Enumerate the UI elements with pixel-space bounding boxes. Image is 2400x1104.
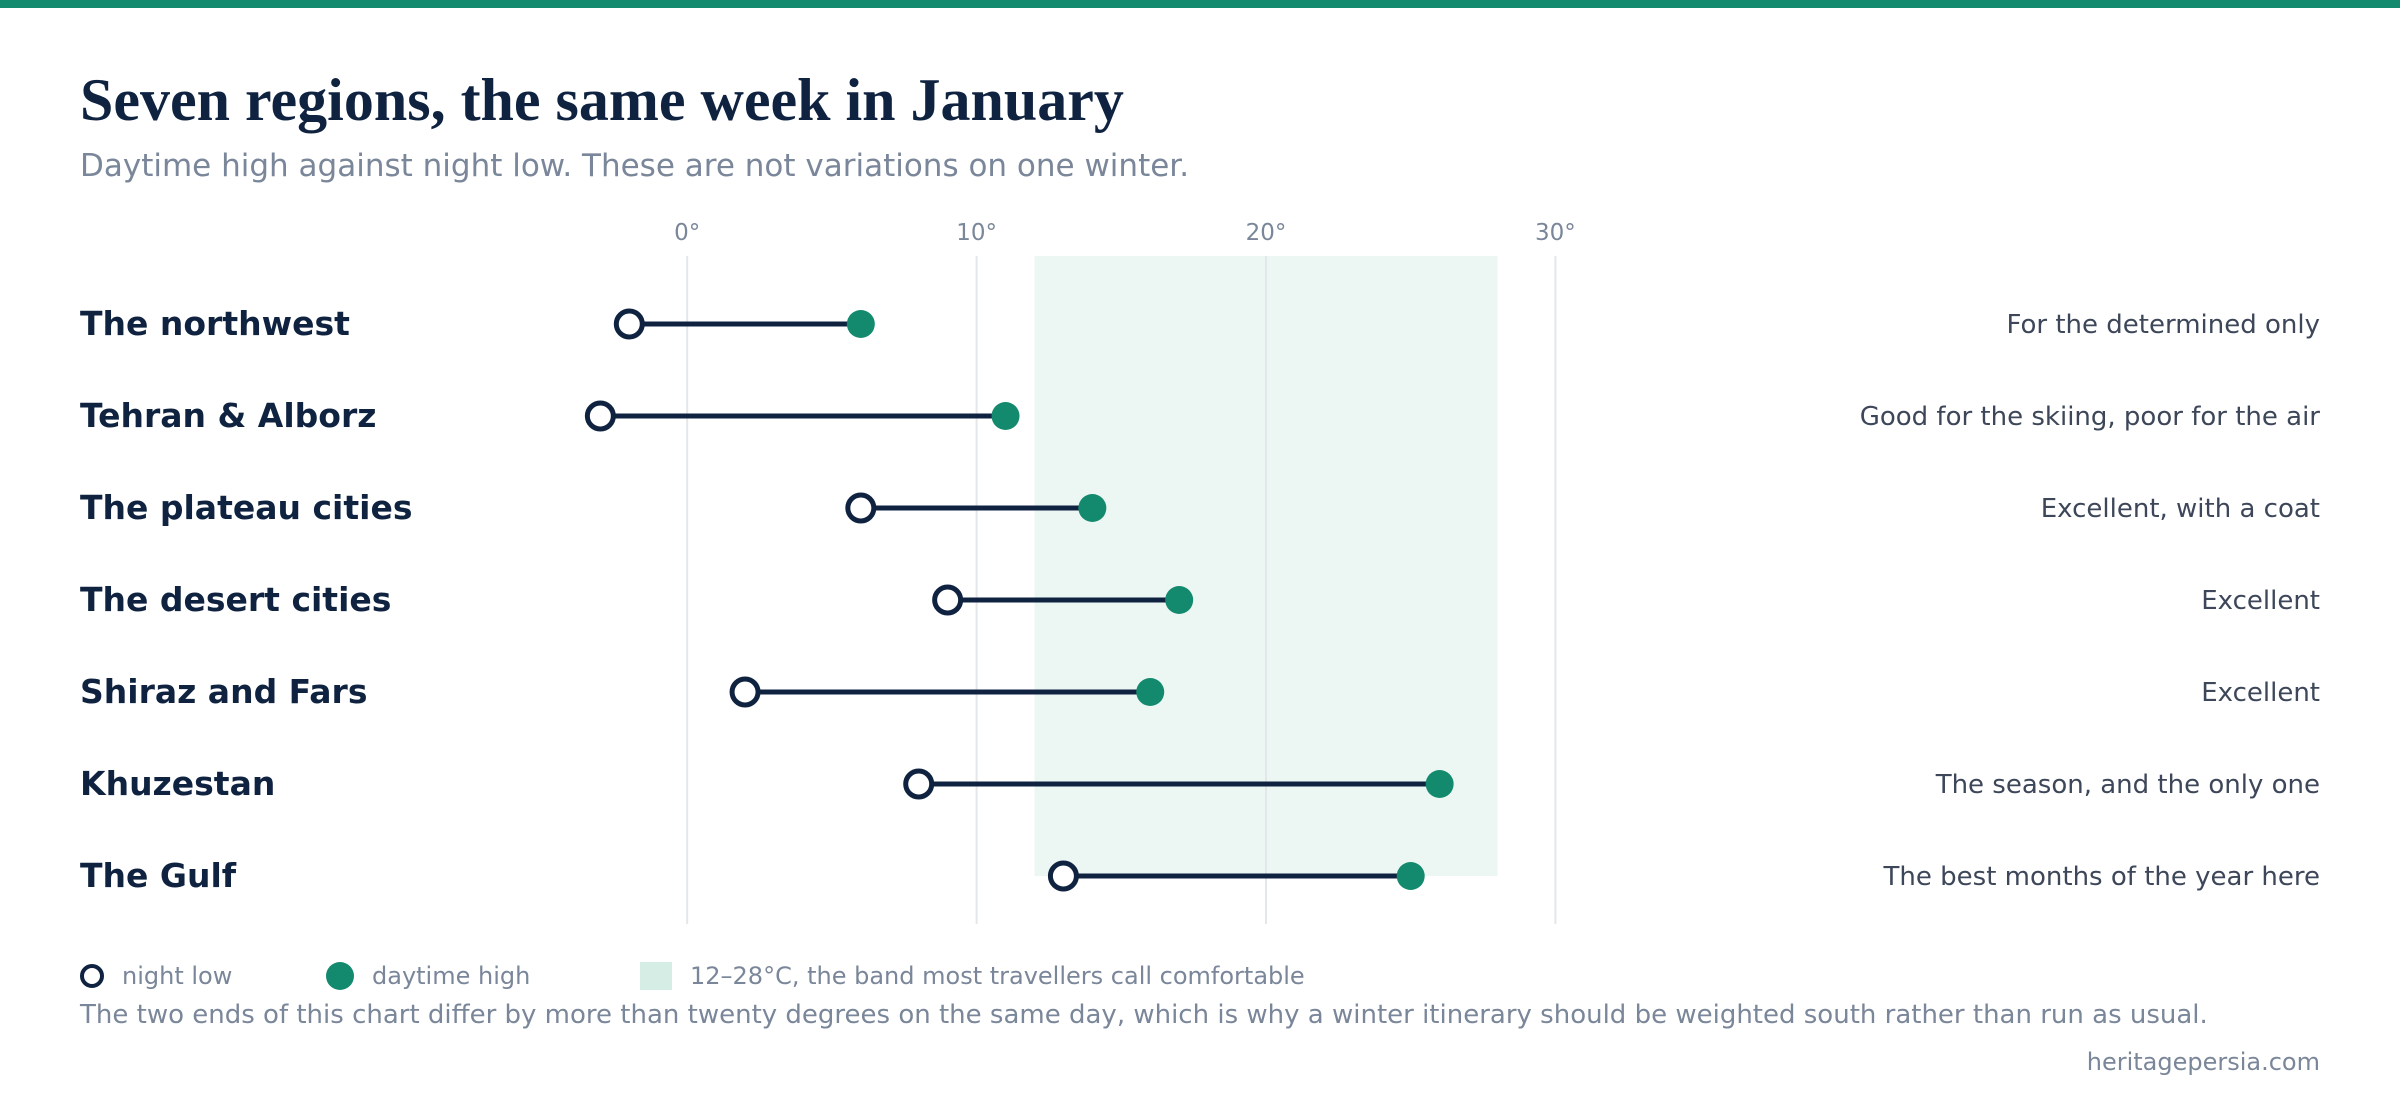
daytime-high-point <box>991 402 1020 430</box>
x-tick-label: 10° <box>956 220 997 246</box>
category-label: Shiraz and Fars <box>80 672 367 711</box>
x-tick-label: 0° <box>674 220 700 246</box>
footnote: The two ends of this chart differ by mor… <box>80 1000 2208 1030</box>
night-low-point <box>729 676 761 708</box>
verdict-label: Excellent <box>2201 586 2320 616</box>
verdict-label: Excellent, with a coat <box>2041 494 2320 524</box>
night-low-point <box>845 492 877 524</box>
verdict-label: The season, and the only one <box>1935 770 2320 800</box>
legend-item-comfort-band: 12–28°C, the band most travellers call c… <box>640 958 1305 994</box>
category-label: The plateau cities <box>80 488 412 527</box>
night-low-point <box>932 584 964 616</box>
night-low-marker-icon <box>80 964 104 988</box>
night-low-point <box>1047 860 1079 892</box>
verdict-label: Good for the skiing, poor for the air <box>1860 402 2321 432</box>
top-accent-bar <box>0 0 2400 8</box>
daytime-high-point <box>1396 862 1425 890</box>
daytime-high-point <box>1136 678 1165 706</box>
x-tick-label: 20° <box>1246 220 1287 246</box>
comfort-band-swatch-icon <box>640 962 672 990</box>
daytime-high-point <box>846 310 875 338</box>
daytime-high-marker-icon <box>326 962 354 990</box>
night-low-point <box>613 308 645 340</box>
category-label: Khuzestan <box>80 764 275 803</box>
legend-label-night-low: night low <box>122 962 233 990</box>
verdict-label: The best months of the year here <box>1883 862 2320 892</box>
legend-item-night-low: night low <box>80 958 232 994</box>
dumbbell-chart: 0° 10° 20° 30° The northwest For the determin… <box>80 220 2321 924</box>
night-low-point <box>903 768 935 800</box>
category-label: The Gulf <box>80 856 237 895</box>
chart-subtitle: Daytime high against night low. These ar… <box>80 148 1190 184</box>
x-tick-label: 30° <box>1535 220 1576 246</box>
source-credit: heritagepersia.com <box>2086 1048 2320 1076</box>
daytime-high-point <box>1425 770 1454 798</box>
chart-title: Seven regions, the same week in January <box>80 67 1124 133</box>
verdict-label: Excellent <box>2201 678 2320 708</box>
verdict-label: For the determined only <box>2006 310 2320 340</box>
daytime-high-point <box>1165 586 1194 614</box>
legend-label-comfort-band: 12–28°C, the band most travellers call c… <box>690 962 1305 990</box>
night-low-point <box>584 400 616 432</box>
daytime-high-point <box>1078 494 1107 522</box>
category-label: The desert cities <box>80 580 391 619</box>
legend-label-daytime-high: daytime high <box>372 962 531 990</box>
category-label: Tehran & Alborz <box>80 396 376 435</box>
legend-item-daytime-high: daytime high <box>326 958 530 994</box>
category-label: The northwest <box>80 304 350 343</box>
